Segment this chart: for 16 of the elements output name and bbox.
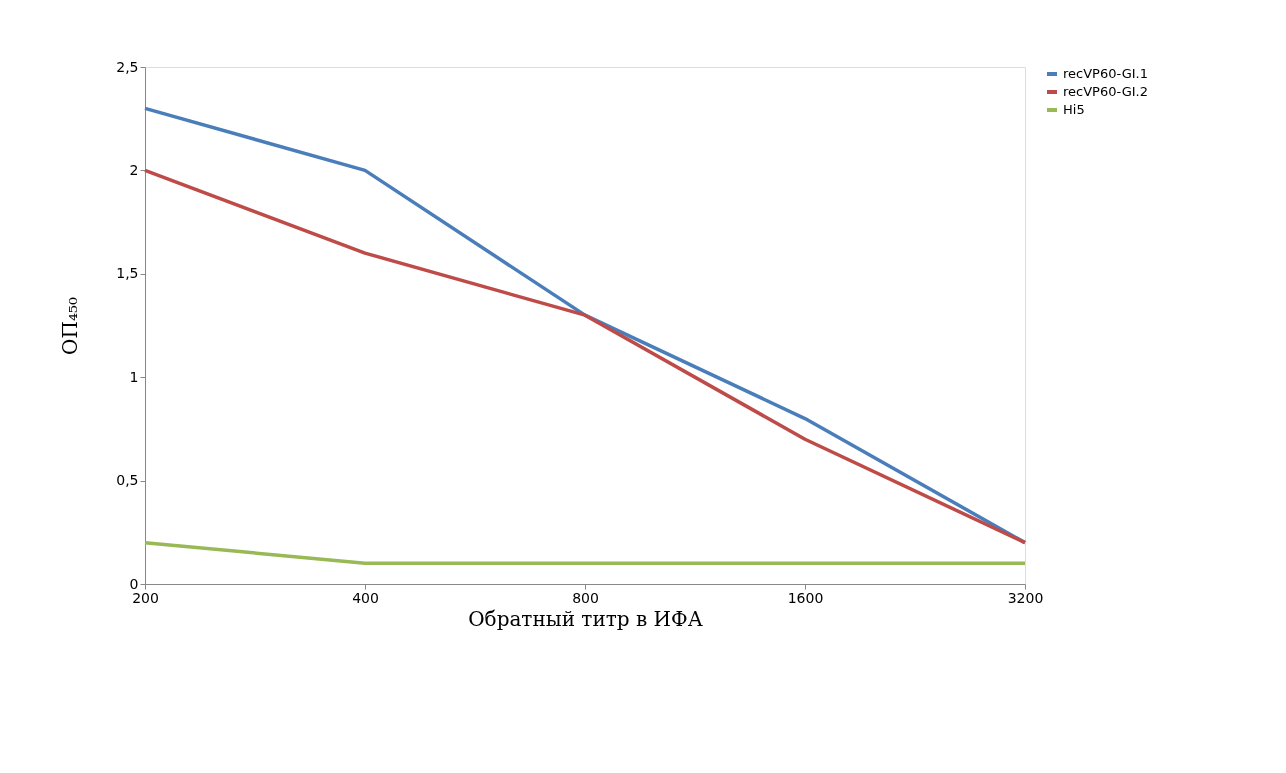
x-tick-label: 800: [572, 589, 599, 606]
x-tick-label: 3200: [1007, 589, 1044, 606]
y-tick-label: 1,5: [116, 265, 139, 282]
y-tick-label: 2,5: [116, 58, 139, 75]
legend-label: recVP60-GI.1: [1063, 66, 1148, 81]
y-tick-label: 2: [129, 161, 139, 178]
x-tick-label: 400: [352, 589, 379, 606]
y-tick-label: 1: [129, 368, 139, 385]
legend-label: recVP60-GI.2: [1063, 84, 1148, 99]
x-tick-label: 200: [132, 589, 159, 606]
x-tick-label: 1600: [787, 589, 824, 606]
y-tick-label: 0,5: [116, 472, 139, 489]
legend-label: Hi5: [1063, 102, 1085, 117]
y-tick-label: 0: [129, 575, 139, 592]
y-axis-title: ОП₄₅₀: [58, 297, 83, 355]
x-axis-title: Обратный титр в ИФА: [468, 606, 703, 631]
